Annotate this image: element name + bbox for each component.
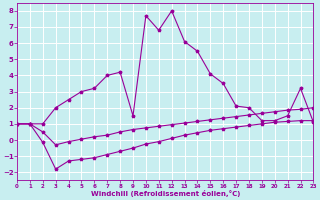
X-axis label: Windchill (Refroidissement éolien,°C): Windchill (Refroidissement éolien,°C) (91, 190, 240, 197)
